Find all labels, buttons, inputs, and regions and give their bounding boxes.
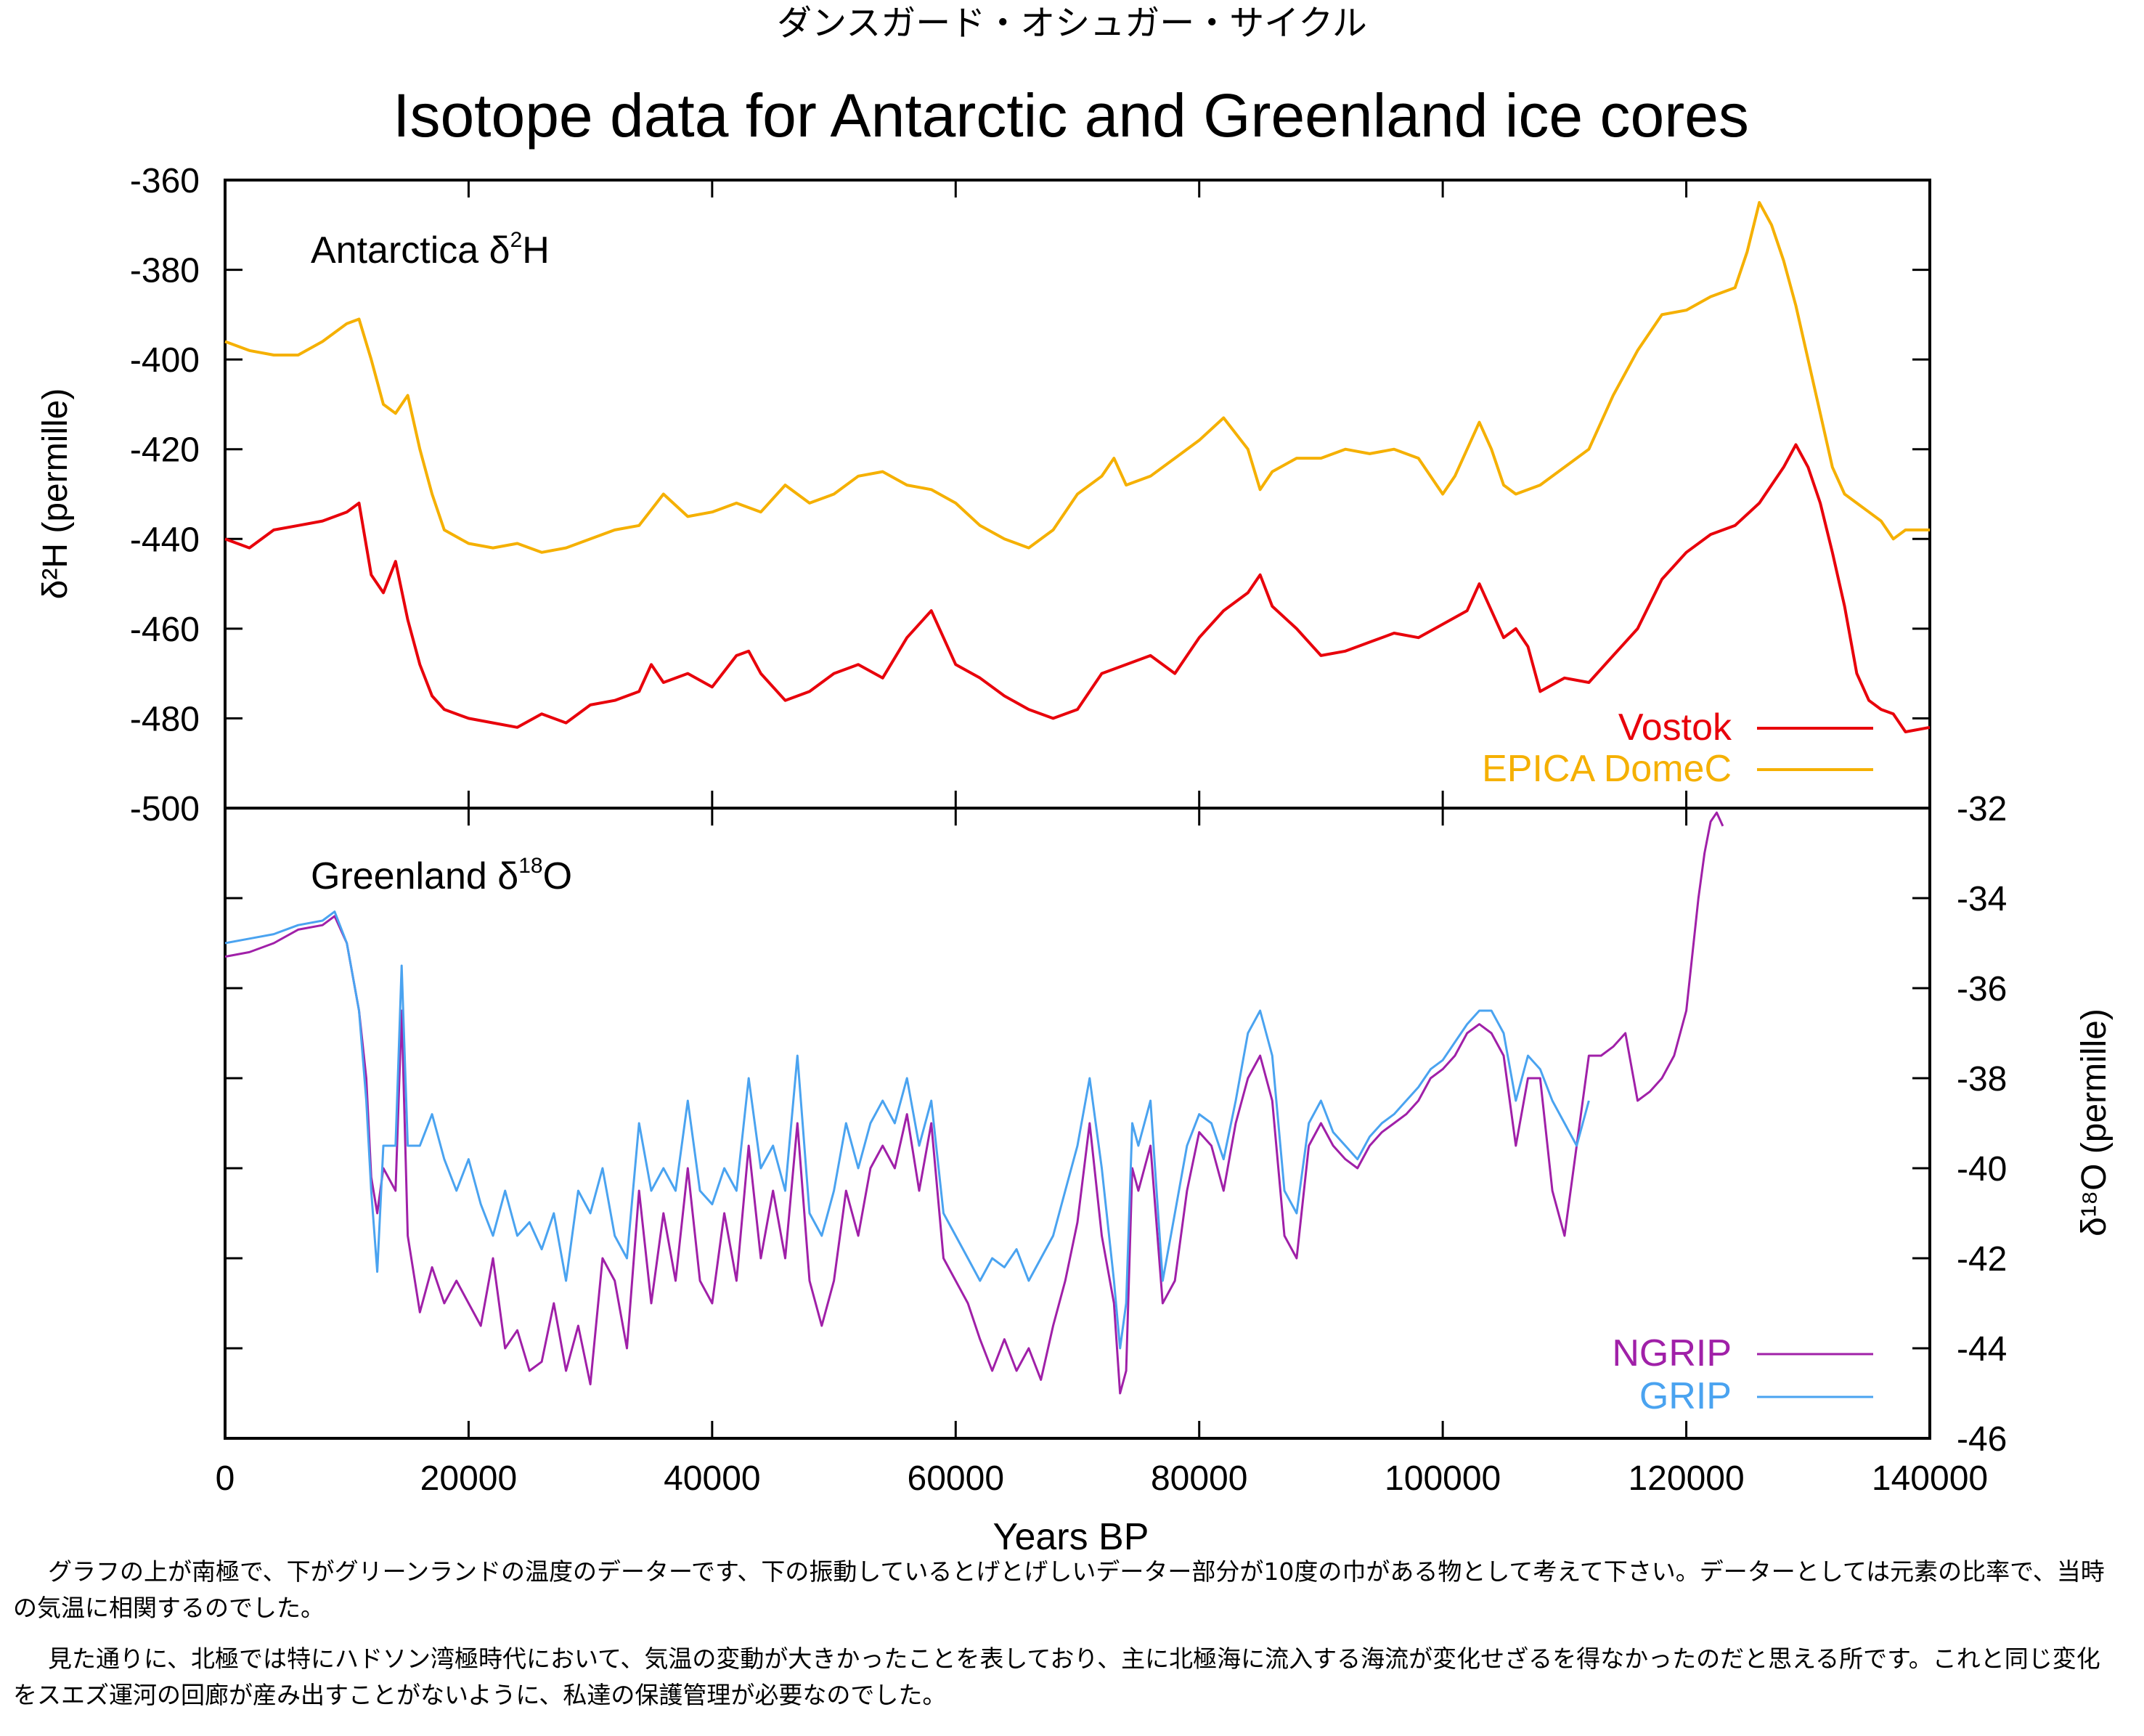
- antarctica-y-tick-label: -380: [130, 252, 200, 290]
- greenland-y-axis: -32 -34 -36 -38 -40 -42 -44 -46: [225, 790, 2007, 1459]
- greenland-plot-frame: [224, 807, 1931, 1440]
- legend-label-epica-domec: EPICA DomeC: [1482, 748, 1732, 790]
- greenland-y-tick-label: -34: [1957, 880, 2007, 918]
- greenland-panel-label: Greenland δ18O: [311, 854, 572, 897]
- antarctica-y-tick-label: -360: [130, 162, 200, 200]
- antarctica-panel-label: Antarctica δ2H: [311, 228, 550, 272]
- x-tick-label: 100000: [1385, 1459, 1501, 1498]
- series-line-epica-domec: [224, 200, 1930, 554]
- x-tick-label: 60000: [908, 1459, 1004, 1498]
- antarctica-y-tick-label: -400: [130, 341, 200, 380]
- x-tick-label: 80000: [1151, 1459, 1247, 1498]
- antarctica-y-tick-label: -480: [130, 700, 200, 738]
- antarctica-y-tick-label: -440: [130, 521, 200, 559]
- caption-paragraph-2: 見た通りに、北極では特にハドソン湾極時代において、気温の変動が大きかったことを表…: [13, 1645, 2100, 1709]
- antarctica-panel: -360 -380 -400 -420 -440 -460 -480 -500 Antarct…: [36, 162, 1931, 828]
- antarctica-y-axis-label: δ²H (permille): [36, 388, 75, 600]
- page-top-title: ダンスガード・オシュガー・サイクル: [777, 3, 1367, 44]
- antarctica-y-tick-label: -500: [130, 790, 200, 828]
- series-line-vostok: [224, 443, 1931, 733]
- legend-label-vostok: Vostok: [1618, 706, 1732, 749]
- series-line-ngrip: [224, 811, 1724, 1395]
- x-axis: 0 20000 40000 60000 80000 100000 120000 140000: [216, 180, 1988, 1498]
- x-tick-label: 0: [216, 1459, 235, 1498]
- greenland-y-tick-label: -36: [1957, 970, 2007, 1008]
- x-tick-label: 120000: [1628, 1459, 1744, 1498]
- caption-paragraph-1: グラフの上が南極で、下がグリーンランドの温度のデーターです、下の振動しているとげ…: [13, 1557, 2105, 1622]
- greenland-y-tick-label: -32: [1957, 790, 2007, 828]
- antarctica-y-tick-label: -460: [130, 611, 200, 649]
- x-tick-label: 140000: [1872, 1459, 1988, 1498]
- greenland-y-axis-label: δ¹⁸O (permille): [2075, 1008, 2114, 1236]
- isotope-chart: Isotope data for Antarctic and Greenland…: [36, 81, 2114, 1554]
- greenland-y-tick-label: -46: [1957, 1420, 2007, 1459]
- greenland-y-tick-label: -40: [1957, 1150, 2007, 1189]
- x-tick-label: 40000: [664, 1459, 760, 1498]
- antarctica-series: [224, 200, 1931, 733]
- legend-label-ngrip: NGRIP: [1612, 1332, 1732, 1374]
- legend-label-grip: GRIP: [1639, 1375, 1732, 1417]
- x-axis-label: Years BP: [993, 1516, 1149, 1554]
- antarctica-y-tick-label: -420: [130, 431, 200, 470]
- greenland-series: [224, 811, 1724, 1395]
- greenland-panel: -32-34-36-38-40-42-44-46 Greenland δ18O …: [224, 790, 2114, 1459]
- series-line-grip: [224, 910, 1590, 1350]
- greenland-y-tick-label: -44: [1957, 1330, 2007, 1369]
- chart-title: Isotope data for Antarctic and Greenland…: [393, 81, 1749, 150]
- x-tick-label: 20000: [420, 1459, 517, 1498]
- greenland-y-tick-label: -38: [1957, 1060, 2007, 1099]
- antarctica-y-axis: -360 -380 -400 -420 -440 -460 -480 -500: [130, 162, 1930, 828]
- greenland-y-tick-label: -42: [1957, 1240, 2007, 1279]
